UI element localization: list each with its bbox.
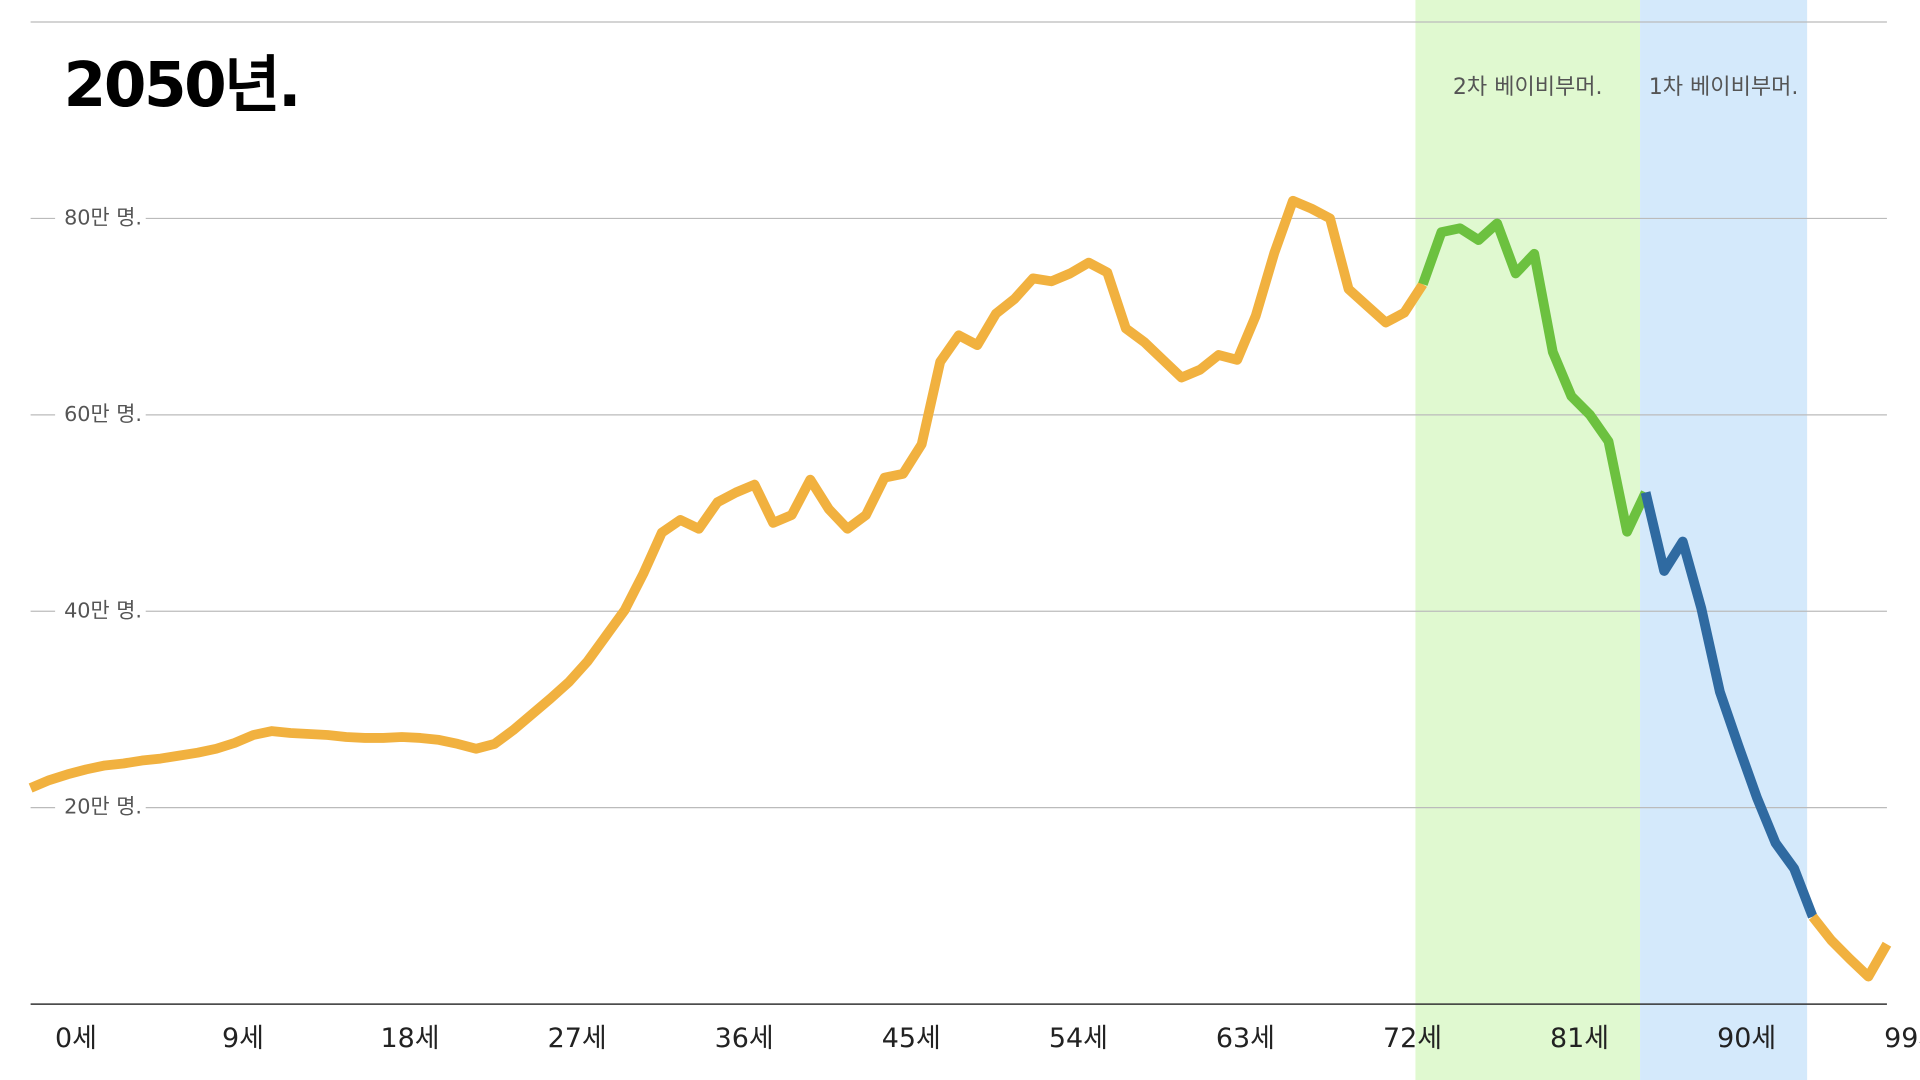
data-line xyxy=(1808,913,1892,982)
x-tick-label: 81세 xyxy=(1550,1023,1609,1054)
x-tick-label: 9세 xyxy=(222,1023,264,1054)
x-tick-label: 0세 xyxy=(55,1023,97,1054)
chart-title: 2050년. xyxy=(64,50,299,121)
highlight-band xyxy=(1640,0,1808,1080)
y-tick-label: 60만 명. xyxy=(64,402,142,426)
x-tick-label: 45세 xyxy=(882,1023,941,1054)
x-tick-label: 18세 xyxy=(381,1023,440,1054)
x-tick-label: 36세 xyxy=(715,1023,774,1054)
y-tick-label-bg xyxy=(55,794,146,822)
x-tick-label: 27세 xyxy=(548,1023,607,1054)
y-tick-label-bg xyxy=(55,204,146,232)
y-tick-label: 20만 명. xyxy=(64,795,142,819)
data-line xyxy=(28,195,1427,793)
x-tick-label: 90세 xyxy=(1717,1023,1776,1054)
band-label: 2차 베이비부머. xyxy=(1453,75,1603,100)
y-tick-label: 40만 명. xyxy=(64,598,142,622)
data-line xyxy=(1640,491,1818,919)
x-tick-label: 63세 xyxy=(1216,1023,1275,1054)
y-tick-label: 80만 명. xyxy=(64,205,142,229)
highlight-band xyxy=(1415,0,1641,1080)
x-tick-label: 99세 xyxy=(1884,1023,1920,1054)
x-tick-label: 54세 xyxy=(1049,1023,1108,1054)
data-line xyxy=(1418,218,1651,537)
y-tick-label-bg xyxy=(55,597,146,625)
band-label: 1차 베이비부머. xyxy=(1649,75,1799,100)
y-tick-label-bg xyxy=(55,401,146,429)
x-tick-label: 72세 xyxy=(1383,1023,1442,1054)
